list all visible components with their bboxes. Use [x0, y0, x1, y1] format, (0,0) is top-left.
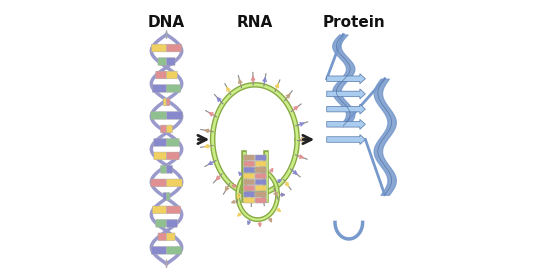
- Text: Protein: Protein: [323, 15, 386, 30]
- FancyBboxPatch shape: [152, 85, 167, 92]
- FancyBboxPatch shape: [167, 220, 177, 227]
- FancyBboxPatch shape: [167, 125, 172, 133]
- FancyBboxPatch shape: [167, 246, 182, 254]
- FancyBboxPatch shape: [156, 71, 167, 79]
- FancyBboxPatch shape: [154, 152, 167, 160]
- FancyArrow shape: [327, 134, 366, 145]
- FancyBboxPatch shape: [167, 179, 182, 187]
- FancyBboxPatch shape: [244, 198, 255, 203]
- FancyBboxPatch shape: [255, 179, 266, 185]
- FancyBboxPatch shape: [244, 191, 255, 197]
- FancyBboxPatch shape: [255, 185, 266, 191]
- FancyBboxPatch shape: [151, 246, 167, 254]
- FancyBboxPatch shape: [167, 165, 172, 173]
- FancyBboxPatch shape: [151, 44, 167, 52]
- Text: DNA: DNA: [148, 15, 185, 30]
- FancyBboxPatch shape: [167, 44, 182, 52]
- FancyBboxPatch shape: [167, 98, 170, 106]
- Text: RNA: RNA: [237, 15, 273, 30]
- FancyBboxPatch shape: [156, 220, 167, 227]
- FancyBboxPatch shape: [244, 161, 255, 167]
- FancyBboxPatch shape: [167, 71, 177, 79]
- FancyBboxPatch shape: [167, 193, 170, 200]
- FancyBboxPatch shape: [154, 139, 167, 146]
- FancyArrow shape: [327, 119, 366, 129]
- FancyBboxPatch shape: [255, 173, 266, 179]
- FancyBboxPatch shape: [167, 85, 181, 92]
- FancyBboxPatch shape: [151, 112, 167, 119]
- FancyBboxPatch shape: [244, 155, 255, 160]
- FancyBboxPatch shape: [158, 58, 167, 65]
- FancyBboxPatch shape: [152, 206, 167, 214]
- FancyBboxPatch shape: [163, 193, 167, 200]
- FancyBboxPatch shape: [161, 125, 167, 133]
- FancyBboxPatch shape: [167, 206, 181, 214]
- FancyBboxPatch shape: [151, 179, 167, 187]
- FancyBboxPatch shape: [167, 58, 175, 65]
- FancyBboxPatch shape: [167, 152, 179, 160]
- FancyBboxPatch shape: [255, 155, 266, 160]
- FancyBboxPatch shape: [244, 173, 255, 179]
- FancyBboxPatch shape: [167, 233, 175, 241]
- FancyBboxPatch shape: [167, 112, 182, 119]
- FancyBboxPatch shape: [255, 161, 266, 167]
- FancyBboxPatch shape: [163, 98, 167, 106]
- FancyBboxPatch shape: [158, 233, 167, 241]
- FancyBboxPatch shape: [255, 198, 266, 203]
- FancyBboxPatch shape: [255, 167, 266, 173]
- FancyBboxPatch shape: [167, 139, 179, 146]
- FancyBboxPatch shape: [244, 167, 255, 173]
- FancyBboxPatch shape: [161, 165, 167, 173]
- FancyBboxPatch shape: [244, 179, 255, 185]
- FancyBboxPatch shape: [244, 185, 255, 191]
- FancyArrow shape: [327, 74, 366, 84]
- FancyArrow shape: [327, 89, 366, 99]
- FancyBboxPatch shape: [255, 191, 266, 197]
- FancyArrow shape: [327, 104, 366, 114]
